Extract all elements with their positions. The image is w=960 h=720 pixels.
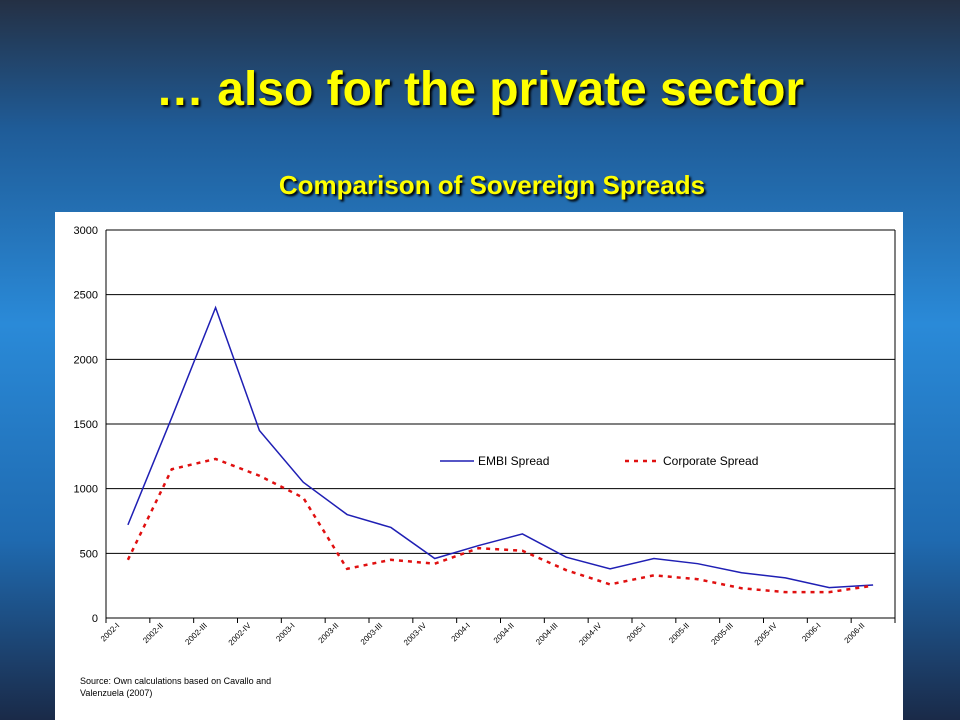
series-line [126, 457, 874, 594]
chart-title: Comparison of Sovereign Spreads [278, 170, 706, 200]
y-tick-label: 0 [92, 613, 98, 625]
source-note: Source: Own calculations based on Cavall… [80, 676, 271, 686]
y-tick-label: 500 [80, 548, 98, 560]
source-note: Valenzuela (2007) [80, 688, 152, 698]
chart-area [55, 212, 903, 720]
series-line [127, 305, 874, 589]
y-tick-label: 2000 [74, 354, 98, 366]
legend-label: EMBI Spread [478, 454, 549, 468]
y-tick-label: 1000 [74, 484, 98, 496]
y-tick-label: 1500 [74, 419, 98, 431]
y-tick-label: 3000 [74, 225, 98, 237]
legend-label: Corporate Spread [663, 454, 758, 468]
slide-title: … also for the private sector [155, 63, 805, 116]
y-tick-label: 2500 [74, 290, 98, 302]
